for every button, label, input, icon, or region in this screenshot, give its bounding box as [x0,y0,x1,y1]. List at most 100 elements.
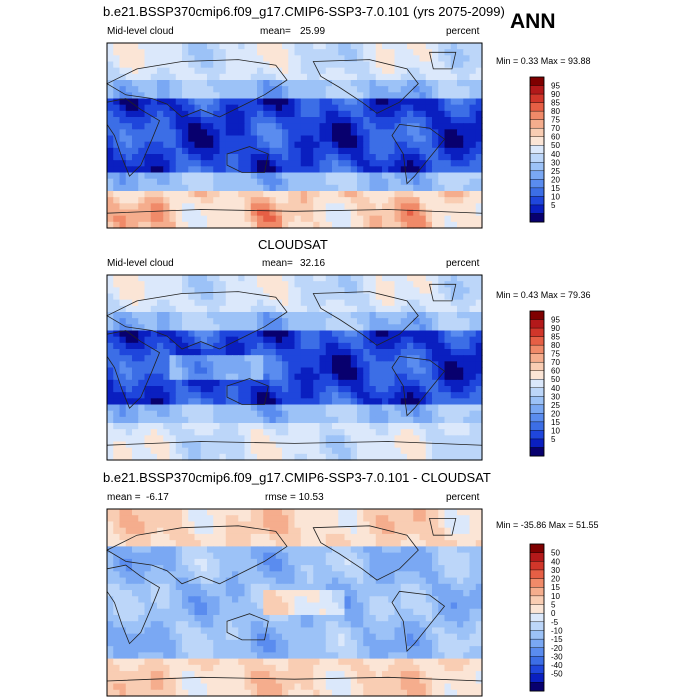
map-cell [307,117,314,124]
map-cell [263,178,271,186]
map-cell [169,203,177,211]
map-cell [313,147,321,155]
map-cell [163,293,171,301]
map-cell [194,342,202,350]
map-cell [125,281,133,288]
map-cell [463,154,471,161]
map-cell [232,197,239,204]
map-cell [144,392,152,399]
map-cell [257,55,264,63]
map-cell [213,342,221,350]
map-cell [194,110,202,118]
map-cell [225,191,233,198]
map-cell [275,191,283,198]
map-cell [200,154,208,161]
map-cell [169,221,177,229]
map-cell [457,361,464,369]
map-cell [338,453,346,461]
map-cell [207,527,214,535]
map-cell [263,602,271,610]
map-cell [113,639,121,647]
map-cell [307,577,314,585]
map-cell [288,398,296,406]
map-cell [225,221,233,229]
map-cell [319,203,327,211]
map-cell [419,43,427,50]
map-cell [413,166,421,174]
map-cell [257,61,264,69]
map-cell [357,275,364,282]
map-cell [107,80,114,87]
map-cell [350,633,358,641]
map-cell [138,305,146,313]
map-cell [107,646,114,653]
map-cell [463,429,471,436]
map-cell [169,293,177,301]
map-cell [150,423,158,430]
map-cell [438,392,446,399]
map-cell [332,117,339,124]
map-cell [450,416,458,424]
map-cell [375,147,383,155]
map-cell [394,342,402,350]
map-cell [388,533,396,541]
map-cell [332,104,339,112]
map-cell [250,80,258,87]
map-cell [388,129,396,137]
map-cell [344,558,352,566]
map-cell [257,349,264,356]
map-cell [432,55,439,63]
map-cell [382,590,389,597]
map-cell [119,367,127,375]
map-cell [469,608,477,616]
map-cell [225,435,233,443]
map-cell [132,221,139,229]
map-cell [419,590,427,597]
map-cell [407,275,414,282]
map-cell [457,577,464,585]
map-cell [457,49,464,56]
map-cell [382,178,389,186]
map-cell [300,441,308,449]
map-cell [338,633,346,641]
map-cell [369,386,377,393]
map-cell [450,154,458,161]
map-cell [194,410,202,418]
map-cell [475,203,483,211]
map-cell [157,540,164,547]
map-cell [219,281,227,288]
map-cell [125,123,133,130]
map-cell [182,367,189,375]
map-cell [419,67,427,75]
map-cell [157,646,164,653]
continent-outline-south-america [391,355,446,417]
map-cell [388,633,396,641]
map-cell [225,305,233,313]
map-cell [169,540,177,547]
map-cell [369,197,377,204]
map-cell [138,602,146,610]
map-cell [338,147,346,155]
map-cell [200,336,208,344]
map-cell [213,184,221,192]
map-cell [350,590,358,597]
map-cell [363,367,371,375]
map-cell [382,404,389,412]
map-cell [450,404,458,412]
map-cell [350,571,358,579]
map-cell [363,184,371,192]
map-cell [107,318,114,325]
map-cell [250,209,258,217]
map-cell [382,203,389,211]
map-cell [232,546,239,554]
map-cell [157,349,164,356]
map-cell [307,147,314,155]
map-cell [394,379,402,387]
map-cell [475,527,483,535]
map-cell [457,330,464,338]
map-cell [132,104,139,112]
map-cell [207,49,214,56]
map-cell [375,305,383,313]
map-cell [213,596,221,604]
map-cell [113,221,121,229]
